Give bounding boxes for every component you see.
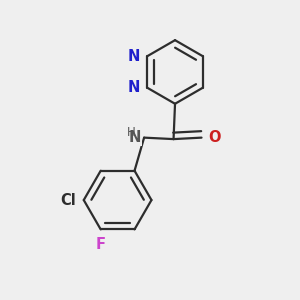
Text: N: N xyxy=(128,49,140,64)
Text: F: F xyxy=(96,237,106,252)
Text: Cl: Cl xyxy=(61,193,76,208)
Text: O: O xyxy=(208,130,220,145)
Text: N: N xyxy=(128,80,140,95)
Text: N: N xyxy=(129,130,141,145)
Text: H: H xyxy=(127,126,135,139)
